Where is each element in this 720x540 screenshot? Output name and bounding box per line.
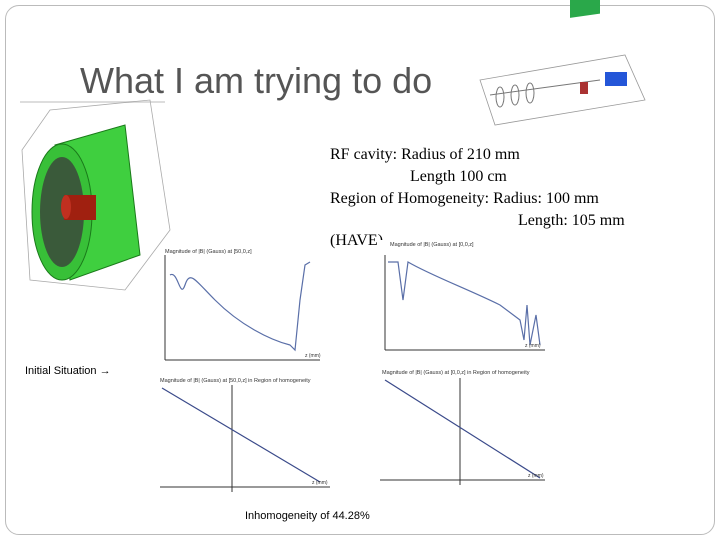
- model-overview: [479, 0, 646, 126]
- plot-bottom-right: [380, 378, 545, 485]
- cavity-model: [21, 99, 171, 291]
- plot-title: Magnitude of |B| (Gauss) at [50,0,z] in …: [160, 378, 311, 384]
- plot-x-label: z (mm): [525, 343, 541, 349]
- plot-top-right: [384, 255, 545, 351]
- initial-label: Initial Situation →: [25, 365, 111, 377]
- text-line: Region of Homogeneity: Radius: 100 mm: [330, 190, 599, 207]
- plot-title: Magnitude of |B| (Gauss) at [0,0,z]: [390, 242, 474, 248]
- plot-bottom-left: [160, 385, 330, 492]
- plot-backdrop: [378, 240, 548, 254]
- plot-top-left: [164, 255, 320, 361]
- text-line: Length 100 cm: [410, 168, 507, 185]
- text-line: (HAVE): [330, 232, 384, 249]
- slide-frame: [5, 5, 715, 535]
- plot-x-label: z (mm): [528, 473, 544, 479]
- caption: Inhomogeneity of 44.28%: [245, 510, 370, 522]
- plot-title: Magnitude of |B| (Gauss) at [50,0,z]: [165, 249, 252, 255]
- slide-title: What I am trying to do: [80, 60, 433, 101]
- plot-x-label: z (mm): [305, 353, 321, 359]
- text-line: RF cavity: Radius of 210 mm: [330, 146, 520, 163]
- plot-x-label: z (mm): [312, 480, 328, 486]
- text-line: Length: 105 mm: [518, 212, 625, 229]
- plot-title: Magnitude of |B| (Gauss) at [0,0,z] in R…: [382, 370, 530, 376]
